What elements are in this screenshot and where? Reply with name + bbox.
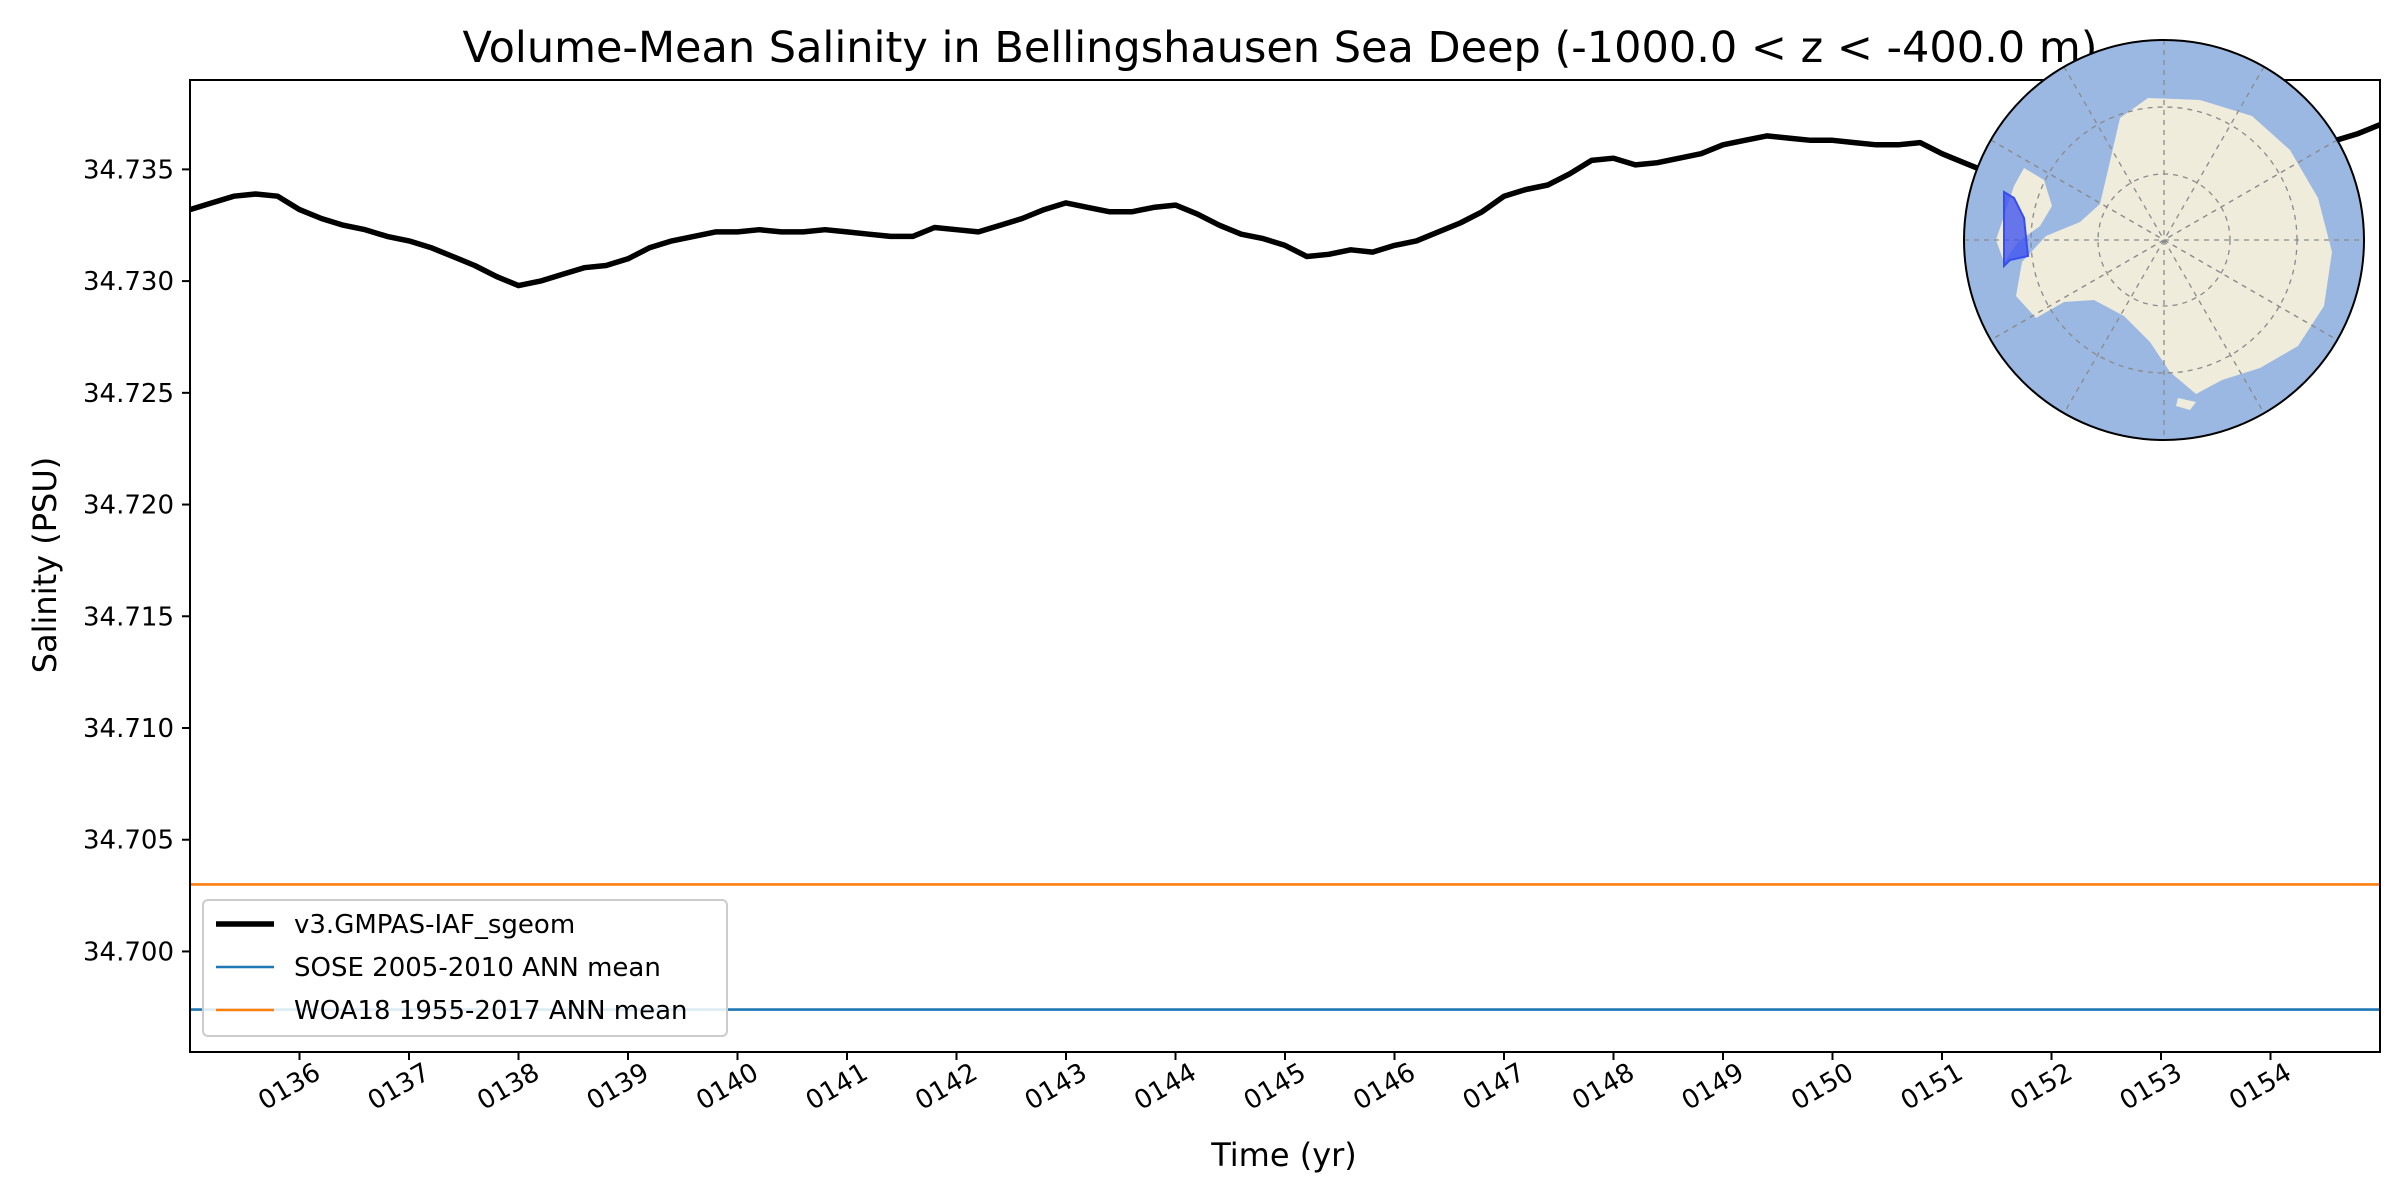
legend-label: SOSE 2005-2010 ANN mean (294, 953, 661, 983)
graticule-meridian (1990, 139, 2338, 341)
y-tick-label: 34.730 (83, 267, 174, 297)
y-tick-label: 34.725 (83, 379, 174, 409)
y-tick-label: 34.705 (83, 826, 174, 856)
y-axis-label: Salinity (PSU) (26, 457, 64, 674)
legend-label: WOA18 1955-2017 ANN mean (294, 996, 688, 1026)
inset-border (1963, 39, 2365, 441)
y-tick-label: 34.720 (83, 491, 174, 521)
x-axis-label: Time (yr) (1210, 1136, 1357, 1174)
legend: v3.GMPAS-IAF_sgeom SOSE 2005-2010 ANN mea… (202, 899, 728, 1037)
y-tick-label: 34.735 (83, 155, 174, 185)
legend-label: v3.GMPAS-IAF_sgeom (294, 910, 575, 940)
y-tick-label: 34.715 (83, 602, 174, 632)
chart-title: Volume-Mean Salinity in Bellingshausen S… (463, 23, 2098, 73)
island (2176, 398, 2196, 410)
y-tick-label: 34.700 (83, 937, 174, 967)
region-inset-map (1963, 39, 2365, 441)
y-tick-label: 34.710 (83, 714, 174, 744)
highlighted-region (2003, 190, 2030, 269)
legend-frame (202, 899, 728, 1037)
